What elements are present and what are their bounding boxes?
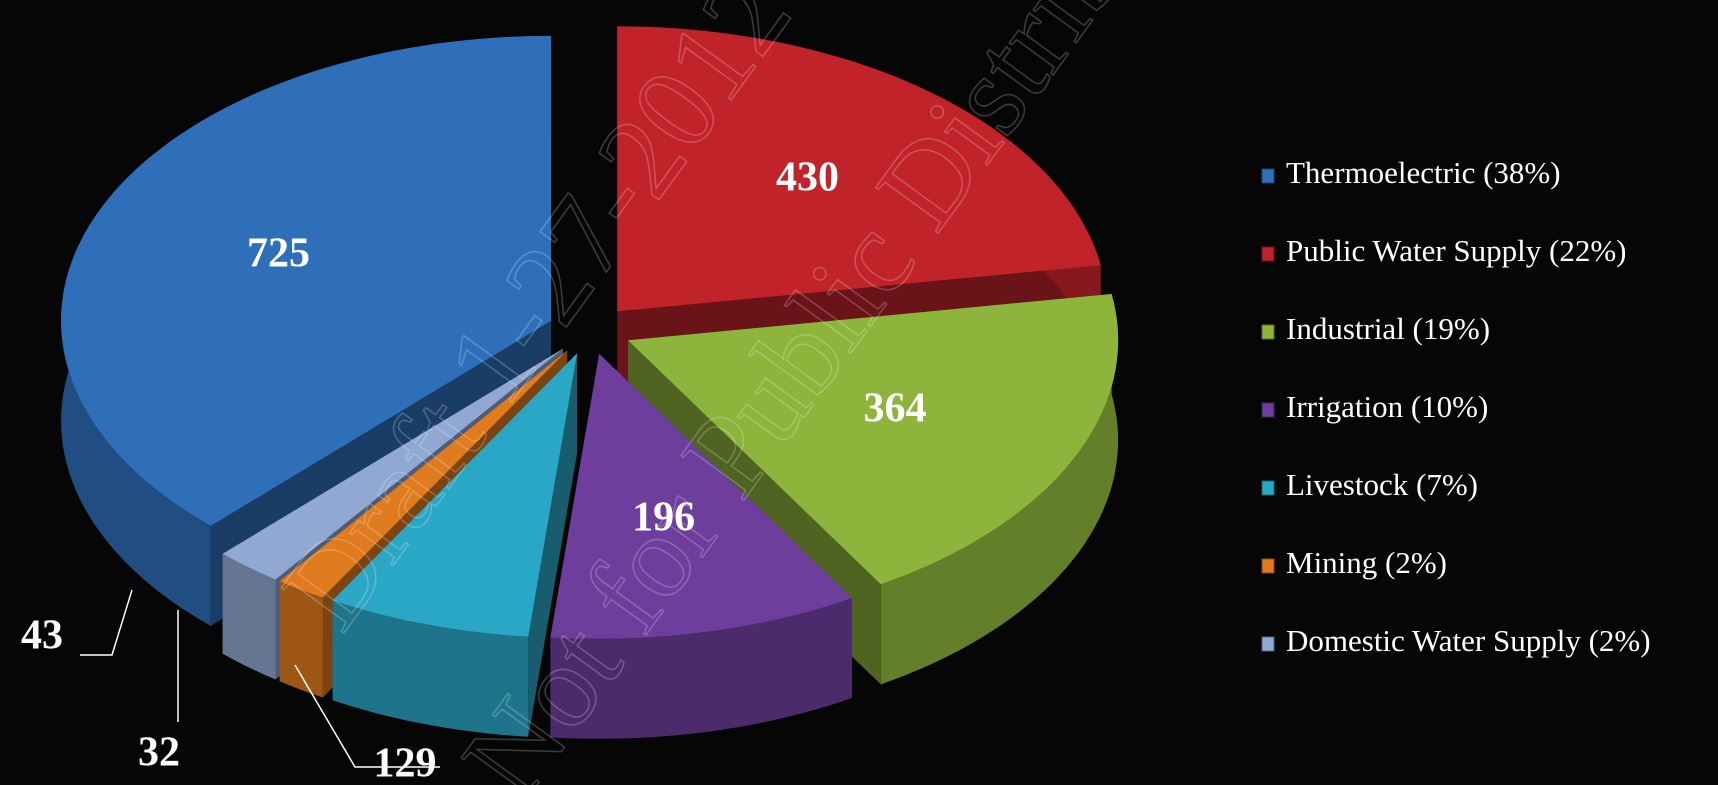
slice	[222, 348, 563, 580]
legend-text: Irrigation (10%)	[1286, 389, 1488, 424]
slice	[332, 353, 578, 637]
slice-side	[279, 581, 323, 698]
slice-side	[550, 598, 852, 739]
data-label: 43	[21, 613, 63, 659]
legend-swatch	[1261, 324, 1275, 340]
slice	[628, 294, 1119, 585]
legend-swatch	[1261, 636, 1275, 652]
slice-side	[222, 553, 276, 680]
slice	[617, 26, 1101, 312]
legend-swatch	[1261, 558, 1275, 574]
pie	[61, 26, 1119, 739]
legend-swatch	[1261, 168, 1275, 184]
legend-text: Mining (2%)	[1286, 545, 1447, 580]
legend-text: Thermoelectric (38%)	[1286, 155, 1561, 190]
legend-text: Livestock (7%)	[1286, 467, 1478, 502]
legend-swatch	[1261, 402, 1275, 418]
legend-text: Public Water Supply (22%)	[1286, 233, 1626, 268]
data-label: 196	[632, 494, 695, 540]
legend-text: Domestic Water Supply (2%)	[1286, 623, 1651, 658]
leader-line	[80, 589, 133, 656]
slice-side	[332, 600, 529, 737]
data-label: 430	[776, 155, 839, 201]
legend-text: Industrial (19%)	[1286, 311, 1490, 346]
legend-swatch	[1261, 246, 1275, 262]
slice	[550, 353, 852, 639]
data-label: 32	[138, 730, 180, 776]
slice-side	[880, 294, 1119, 685]
data-label: 129	[374, 741, 437, 785]
legend-swatch	[1261, 480, 1275, 496]
data-label: 364	[863, 386, 926, 432]
slice	[61, 35, 552, 526]
data-labels: 430 364 196 129 32 43 725	[21, 155, 926, 785]
legend: Thermoelectric (38%) Public Water Supply …	[1261, 155, 1651, 658]
leader-line	[294, 664, 440, 768]
slice	[279, 350, 568, 598]
data-label: 725	[247, 230, 310, 276]
